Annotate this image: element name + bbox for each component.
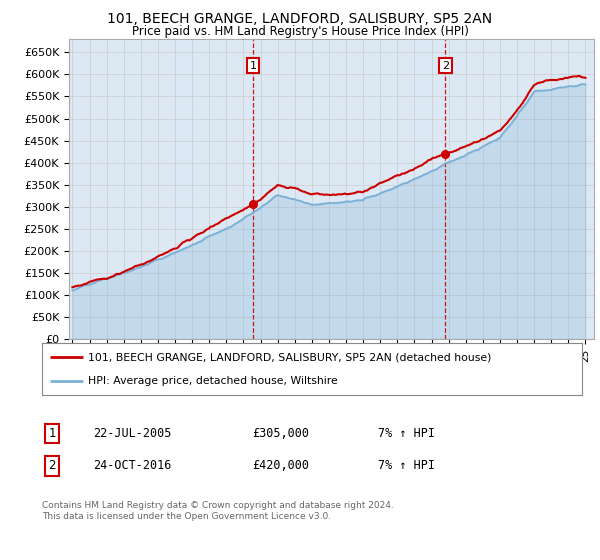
Text: Contains HM Land Registry data © Crown copyright and database right 2024.
This d: Contains HM Land Registry data © Crown c…	[42, 501, 394, 521]
Text: 2: 2	[49, 459, 56, 473]
Text: 24-OCT-2016: 24-OCT-2016	[93, 459, 172, 473]
Text: £420,000: £420,000	[252, 459, 309, 473]
Text: £305,000: £305,000	[252, 427, 309, 440]
Text: 7% ↑ HPI: 7% ↑ HPI	[378, 427, 435, 440]
Text: 101, BEECH GRANGE, LANDFORD, SALISBURY, SP5 2AN (detached house): 101, BEECH GRANGE, LANDFORD, SALISBURY, …	[88, 352, 491, 362]
Text: 2: 2	[442, 60, 449, 71]
Text: 1: 1	[250, 60, 256, 71]
Text: 101, BEECH GRANGE, LANDFORD, SALISBURY, SP5 2AN: 101, BEECH GRANGE, LANDFORD, SALISBURY, …	[107, 12, 493, 26]
Text: 1: 1	[49, 427, 56, 440]
Text: HPI: Average price, detached house, Wiltshire: HPI: Average price, detached house, Wilt…	[88, 376, 338, 386]
Text: Price paid vs. HM Land Registry's House Price Index (HPI): Price paid vs. HM Land Registry's House …	[131, 25, 469, 38]
Text: 22-JUL-2005: 22-JUL-2005	[93, 427, 172, 440]
Text: 7% ↑ HPI: 7% ↑ HPI	[378, 459, 435, 473]
